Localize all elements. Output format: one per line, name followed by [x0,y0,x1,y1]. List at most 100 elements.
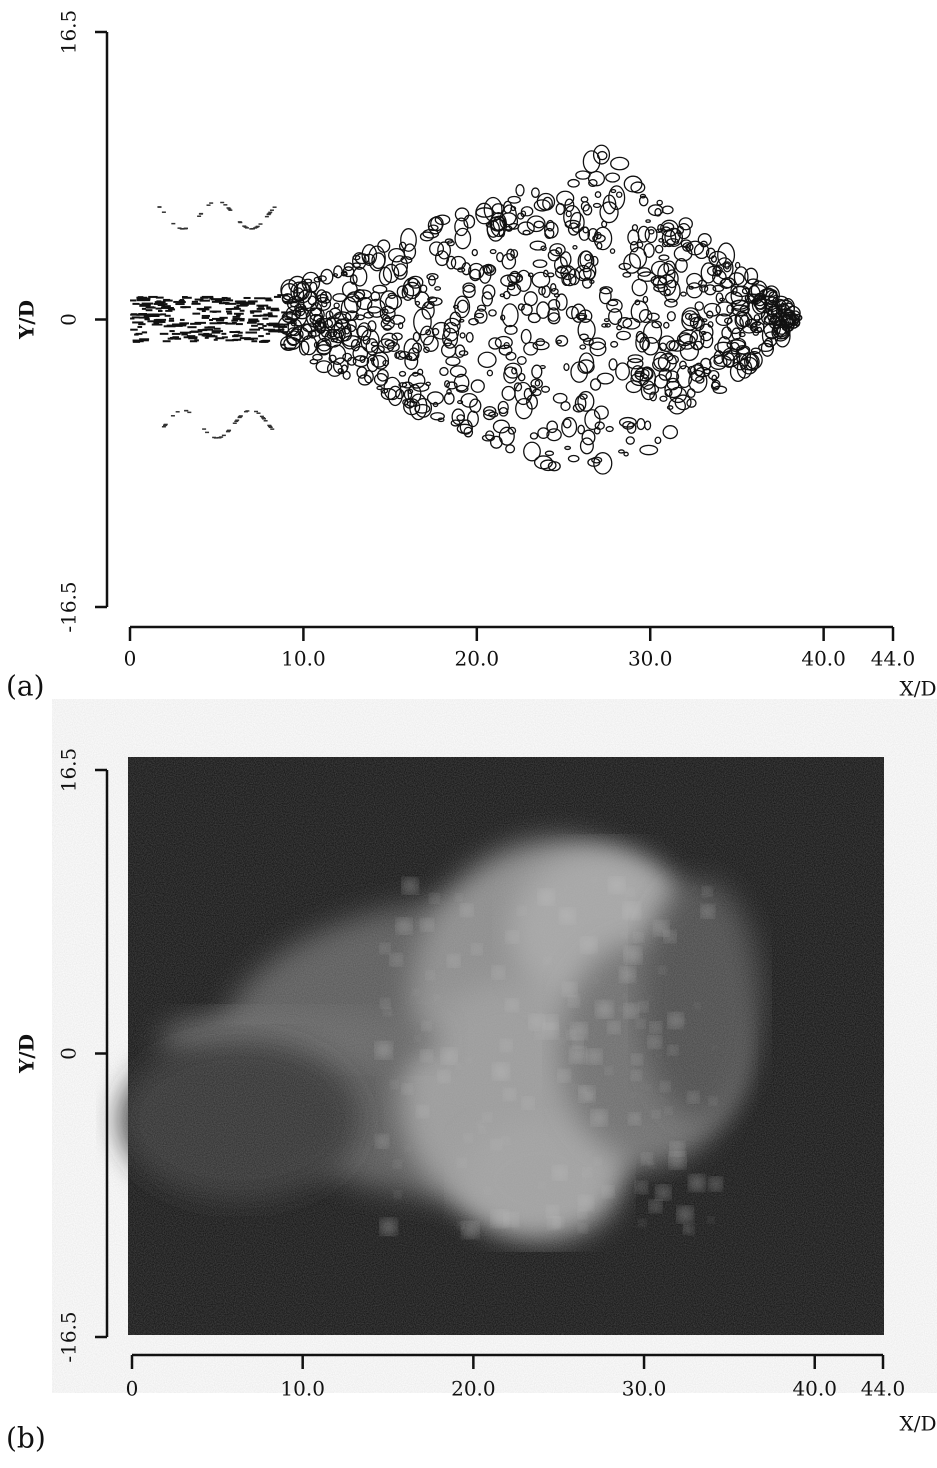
contour-line [579,344,587,350]
contour-line [584,409,601,431]
contour-line [427,216,443,235]
contour-line [496,252,504,263]
contour-line [509,270,521,283]
contour-line [453,373,470,392]
contour-line [636,418,646,431]
contour-line [386,341,400,353]
contour-line [717,242,736,268]
contour-line [537,427,550,439]
contour-line [626,357,644,370]
contour-line [662,425,679,440]
contour-line [312,353,323,361]
contour-line [765,331,779,339]
contour-line [462,282,476,293]
contour-line [328,344,347,365]
x-axis-label: X/D [899,1412,936,1436]
contour-line [610,156,630,171]
contour-line [501,385,516,401]
contour-line [406,400,418,408]
contour-line [577,250,595,273]
contour-line [423,335,439,352]
contour-line [550,283,557,292]
contour-line [281,295,291,303]
contour-line [744,353,760,371]
contour-line [625,380,642,394]
contour-line [423,346,430,354]
contour-line [642,336,660,356]
contour-line [723,317,733,325]
contour-line [505,351,517,361]
x-tick-label: 30.0 [628,647,673,671]
contour-line [577,390,595,412]
contour-line [316,340,332,356]
contour-line [380,388,397,401]
contour-line [720,277,736,289]
contour-line [398,382,408,388]
contour-line [670,227,681,243]
contour-line [407,275,424,289]
contour-line [340,296,358,322]
contour-line [445,356,461,367]
contour-line [477,351,497,369]
panel-label: (a) [6,670,45,703]
contour-line [547,298,561,311]
contour-line [533,199,551,212]
contour-line [596,372,615,385]
contour-line [316,318,334,329]
contour-line [663,321,670,329]
contour-line [376,385,383,391]
contour-line [286,330,301,346]
contour-line [631,224,639,232]
contour-line [664,352,674,362]
contour-line [520,206,534,217]
contour-line [419,231,434,242]
contour-line [739,314,751,328]
contour-line [486,369,494,377]
contour-line [640,380,656,401]
contour-line [610,188,617,194]
contour-line [318,329,332,342]
contour-line [686,398,697,408]
contour-line [382,263,400,284]
contour-line [434,250,450,267]
contour-line [643,321,663,344]
contour-line [666,311,676,322]
contour-line [712,385,728,394]
contour-line [608,185,626,211]
x-tick-label: 40.0 [801,647,846,671]
contour-line [367,306,382,314]
x-tick-label: 10.0 [280,1377,325,1401]
contour-line [686,388,696,399]
contour-line [349,274,358,285]
contour-line [513,382,523,392]
contour-line [587,457,601,467]
contour-line [529,432,539,440]
contour-line [587,227,599,243]
contour-line [592,202,602,209]
contour-line [623,253,642,274]
contour-line [547,312,561,325]
contour-line [686,282,703,299]
contour-line [609,248,616,254]
contour-line [534,379,541,387]
contour-line [656,199,663,206]
contour-line [562,418,572,429]
contour-line [714,341,733,354]
contour-line [704,284,717,296]
contour-line [700,357,712,371]
contour-line [572,403,585,413]
contour-line [588,179,598,188]
x-tick-label: 44.0 [861,1377,906,1401]
contour-line [474,312,485,319]
contour-line [608,308,623,325]
contour-line [352,262,361,268]
contour-line [604,323,611,328]
contour-line [699,284,709,293]
contour-line [712,269,727,285]
contour-line [333,265,343,279]
contour-line [478,265,492,284]
contour-line [700,330,707,336]
contour-line [391,255,409,277]
contour-line [555,247,563,255]
contour-line [516,355,527,365]
